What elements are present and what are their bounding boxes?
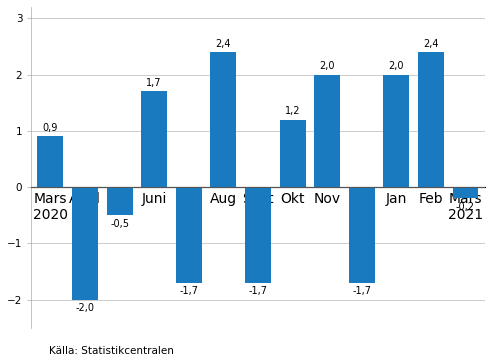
Bar	[106, 187, 133, 215]
Bar	[349, 187, 375, 283]
Text: -1,7: -1,7	[248, 286, 267, 296]
Text: 1,7: 1,7	[146, 78, 162, 88]
Text: -1,7: -1,7	[179, 286, 198, 296]
Bar	[384, 75, 409, 187]
Text: -0,2: -0,2	[456, 202, 475, 212]
Bar	[141, 91, 167, 187]
Text: 2,0: 2,0	[388, 61, 404, 71]
Text: -0,5: -0,5	[110, 219, 129, 229]
Bar	[245, 187, 271, 283]
Bar	[176, 187, 202, 283]
Text: -1,7: -1,7	[352, 286, 371, 296]
Bar	[314, 75, 340, 187]
Text: Källa: Statistikcentralen: Källa: Statistikcentralen	[49, 346, 174, 356]
Bar	[418, 52, 444, 187]
Text: -2,0: -2,0	[75, 303, 95, 313]
Text: 2,0: 2,0	[319, 61, 335, 71]
Text: 2,4: 2,4	[215, 39, 231, 49]
Bar	[453, 187, 479, 198]
Bar	[72, 187, 98, 300]
Text: 0,9: 0,9	[43, 123, 58, 133]
Text: 2,4: 2,4	[423, 39, 439, 49]
Bar	[211, 52, 236, 187]
Bar	[37, 136, 63, 187]
Text: 1,2: 1,2	[285, 106, 300, 116]
Bar	[280, 120, 306, 187]
